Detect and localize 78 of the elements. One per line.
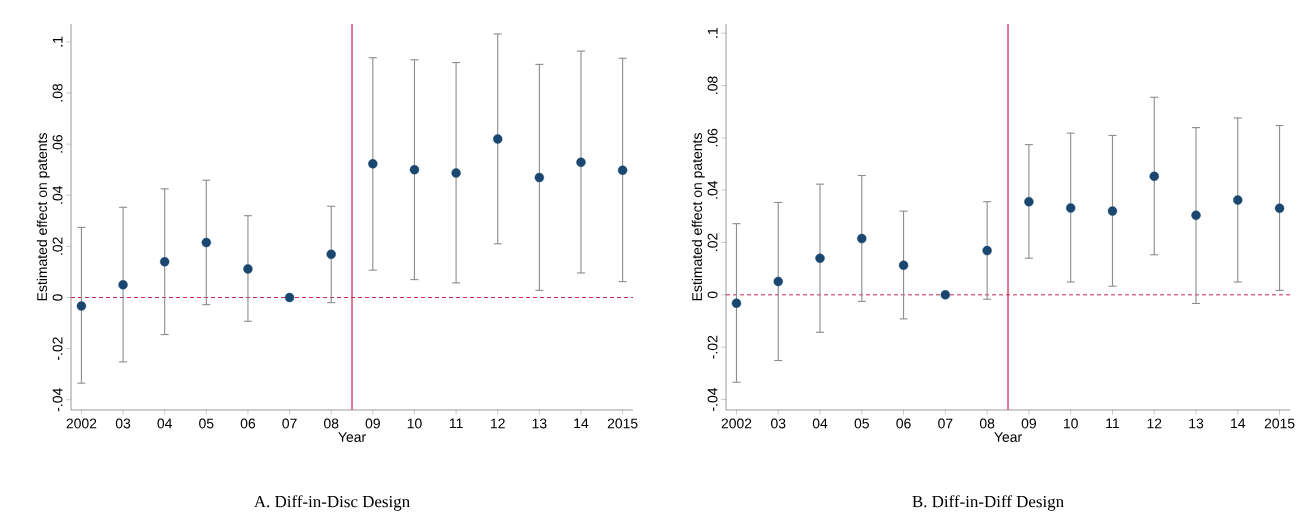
x-tick-label: 11 <box>449 418 463 429</box>
point <box>1065 203 1076 213</box>
point <box>493 134 503 144</box>
point <box>1149 171 1159 181</box>
x-tick-label: 10 <box>1063 418 1078 429</box>
y-tick-label: 0 <box>707 291 718 299</box>
y-tick-label: .06 <box>52 135 63 153</box>
point <box>982 245 992 256</box>
point <box>576 157 586 167</box>
y-tick-label: .02 <box>707 233 718 251</box>
text: B. Diff-in-Diff Design <box>912 495 1064 511</box>
point <box>773 276 783 287</box>
y-tick-label: -.02 <box>52 337 63 361</box>
point <box>284 292 295 303</box>
y-tick-label: 0 <box>52 294 63 301</box>
x-tick-label: 10 <box>407 418 422 429</box>
y-tick-label: .1 <box>707 28 718 38</box>
x-tick-label: 2015 <box>607 418 638 429</box>
x-tick-label: 11 <box>1106 418 1120 429</box>
y-tick-label: -.04 <box>707 387 718 411</box>
point <box>940 290 951 300</box>
x-tick-label: 08 <box>323 418 339 429</box>
x-tick-label: 04 <box>157 418 173 429</box>
x-tick-label: 2015 <box>1264 418 1295 429</box>
y-tick-label: .06 <box>707 128 718 147</box>
y-tick-label: .1 <box>52 36 63 47</box>
x-tick-label: 12 <box>491 418 505 429</box>
y-tick-label: -.04 <box>52 388 63 412</box>
x-tick-label: 05 <box>199 418 214 429</box>
y-tick-label: .04 <box>52 185 63 204</box>
point <box>1024 196 1034 207</box>
x-tick-label: 04 <box>812 418 828 429</box>
point <box>857 233 867 244</box>
point <box>731 298 742 308</box>
x-tick-label: 07 <box>938 418 953 429</box>
y-axis-title: Estimated effect on patents <box>691 133 705 301</box>
x-tick-label: 07 <box>282 418 297 429</box>
point <box>1233 195 1243 205</box>
x-axis-title: Year <box>338 432 366 442</box>
point <box>368 159 378 169</box>
x-tick-label: 08 <box>979 418 995 429</box>
point <box>409 164 420 175</box>
y-tick-label: -.02 <box>707 335 718 359</box>
point <box>1274 203 1285 213</box>
y-tick-label: .08 <box>52 83 63 102</box>
point <box>326 249 336 260</box>
point <box>118 280 128 290</box>
x-tick-label: 05 <box>854 418 869 429</box>
x-tick-label: 2002 <box>721 418 752 429</box>
point <box>451 168 461 178</box>
point <box>617 165 628 175</box>
y-tick-label: .08 <box>707 76 718 94</box>
y-tick-label: .02 <box>52 237 63 255</box>
point <box>159 257 170 267</box>
x-tick-label: 2002 <box>66 418 97 429</box>
point <box>898 260 909 270</box>
x-tick-label: 06 <box>896 418 911 429</box>
x-tick-label: 13 <box>532 418 547 429</box>
point <box>201 237 212 248</box>
x-tick-label: 03 <box>771 418 786 429</box>
point <box>76 301 87 311</box>
point <box>815 253 825 263</box>
y-axis-title: Estimated effect on patents <box>36 133 50 301</box>
point <box>534 172 545 183</box>
x-tick-label: 09 <box>1021 418 1036 429</box>
point <box>243 264 253 274</box>
x-tick-label: 14 <box>574 418 589 429</box>
x-tick-label: 03 <box>115 418 131 429</box>
x-tick-label: 13 <box>1189 418 1204 429</box>
point <box>1107 206 1118 216</box>
text: A. Diff-in-Disc Design <box>254 495 410 511</box>
x-tick-label: 14 <box>1231 418 1246 429</box>
point <box>1191 210 1201 220</box>
x-tick-label: 09 <box>365 418 380 429</box>
x-tick-label: 06 <box>240 418 256 429</box>
y-tick-label: .04 <box>707 180 718 199</box>
x-axis-title: Year <box>994 432 1022 442</box>
x-tick-label: 12 <box>1147 418 1162 429</box>
